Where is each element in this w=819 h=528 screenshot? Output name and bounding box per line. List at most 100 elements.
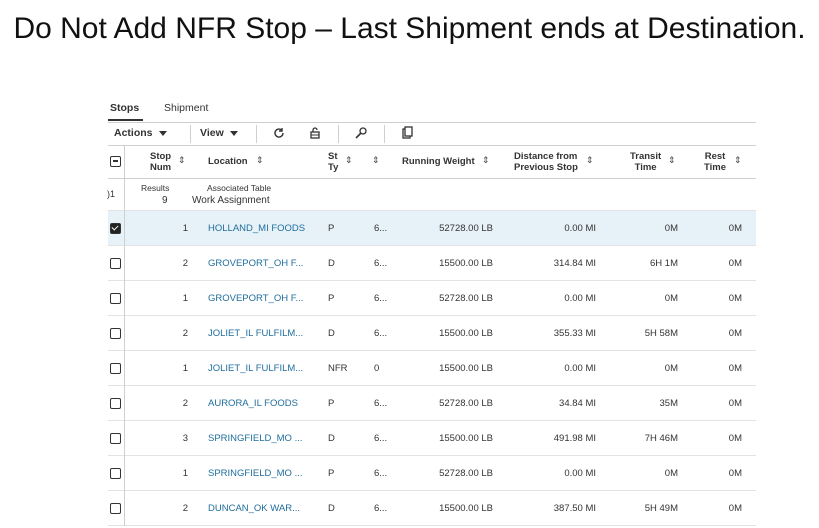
cell-stop-type: D [328,503,335,514]
sort-icon[interactable]: ⇕ [668,155,676,165]
row-checkbox[interactable] [110,328,121,339]
cell-location[interactable]: JOLIET_IL FULFILM... [208,328,304,339]
cell-stop-num: 2 [182,328,188,339]
table-body: 1 HOLLAND_MI FOODS P 6... 52728.00 LB 0.00 MI… [108,211,756,526]
table-row[interactable]: 2 DUNCAN_OK WAR... D 6... 15500.00 LB 387.50 … [108,491,756,526]
table-row[interactable]: 2 AURORA_IL FOODS P 6... 52728.00 LB 34.84 MI… [108,386,756,421]
cell-distance: 34.84 MI [559,398,596,409]
col-distance-line2: Previous Stop [514,162,578,173]
col-stop-type[interactable]: St Ty [328,151,338,173]
cell-rest-time: 0M [728,293,742,304]
sort-icon[interactable]: ⇕ [178,155,186,165]
cell-distance: 0.00 MI [564,293,596,304]
col-stop-num-line2: Num [150,162,172,173]
stops-panel: Stops Shipment Actions View Stop N [107,96,756,528]
cell-extra: 6... [374,293,388,304]
cell-location[interactable]: SPRINGFIELD_MO ... [208,468,303,479]
cell-location[interactable]: HOLLAND_MI FOODS [208,223,306,234]
table-row[interactable]: 1 SPRINGFIELD_MO ... P 6... 52728.00 LB 0.00 … [108,456,756,491]
cell-extra: 6... [374,258,388,269]
row-checkbox[interactable] [110,398,121,409]
toolbar-divider [384,125,385,143]
actions-menu-button[interactable]: Actions [114,127,167,139]
cell-rest-time: 0M [728,503,742,514]
row-checkbox[interactable] [110,363,121,374]
select-all-checkbox[interactable] [110,156,121,167]
sort-icon[interactable]: ⇕ [734,155,742,165]
row-checkbox[interactable] [110,503,121,514]
col-rest-time[interactable]: Rest Time [704,151,726,173]
actions-label: Actions [114,127,153,139]
table-row[interactable]: 3 SPRINGFIELD_MO ... D 6... 15500.00 LB 491.9… [108,421,756,456]
table-row[interactable]: 1 HOLLAND_MI FOODS P 6... 52728.00 LB 0.00 MI… [108,211,756,246]
table-row[interactable]: 1 JOLIET_IL FULFILM... NFR 0 15500.00 LB 0.00… [108,351,756,386]
cell-extra: 6... [374,223,388,234]
sort-icon[interactable]: ⇕ [345,155,353,165]
cell-rest-time: 0M [728,328,742,339]
table-row[interactable]: 2 GROVEPORT_OH F... D 6... 15500.00 LB 314.84… [108,246,756,281]
sort-icon[interactable]: ⇕ [482,155,490,165]
sort-icon[interactable]: ⇕ [372,155,380,165]
col-transit-line1: Transit [630,151,662,162]
col-stop-num-line1: Stop [150,151,172,162]
row-checkbox[interactable] [110,223,121,234]
cell-rest-time: 0M [728,363,742,374]
cell-distance: 387.50 MI [553,503,596,514]
cell-stop-type: NFR [328,363,348,374]
cell-stop-type: D [328,433,335,444]
col-transit-time[interactable]: Transit Time [630,151,661,173]
cell-location[interactable]: DUNCAN_OK WAR... [208,503,301,514]
tab-stops[interactable]: Stops [107,102,144,121]
col-running-weight[interactable]: Running Weight [402,156,475,167]
row-checkbox[interactable] [110,468,121,479]
cell-extra: 6... [374,433,388,444]
table-row[interactable]: 2 JOLIET_IL FULFILM... D 6... 15500.00 LB 355… [108,316,756,351]
associated-table-label: Associated Table [207,183,272,193]
refresh-icon[interactable] [272,126,286,140]
col-transit-line2: Time [634,162,657,173]
cell-location[interactable]: JOLIET_IL FULFILM... [208,363,304,374]
toolbar: Actions View [108,123,756,146]
cell-transit-time: 5H 49M [644,503,678,514]
cell-location[interactable]: SPRINGFIELD_MO ... [208,433,303,444]
results-summary-row: )1 Results 9 Associated Table Work Assig… [107,179,756,211]
cell-running-weight: 52728.00 LB [439,468,493,479]
cell-distance: 0.00 MI [564,468,596,479]
col-distance[interactable]: Distance from Previous Stop [514,151,578,173]
col-location[interactable]: Location [208,156,248,167]
view-menu-button[interactable]: View [200,127,238,139]
tab-shipment[interactable]: Shipment [164,102,209,114]
cell-location[interactable]: AURORA_IL FOODS [208,398,298,409]
unlock-icon[interactable] [308,126,322,140]
toolbar-divider [338,125,339,143]
col-stop-type-line2: Ty [328,162,339,173]
cell-rest-time: 0M [728,258,742,269]
cell-stop-num: 1 [182,223,188,234]
row-checkbox[interactable] [110,293,121,304]
export-icon[interactable] [400,126,414,140]
cell-distance: 0.00 MI [564,223,596,234]
col-stop-num[interactable]: Stop Num [150,151,171,173]
cell-stop-type: D [328,258,335,269]
sort-icon[interactable]: ⇕ [586,155,594,165]
chevron-down-icon [158,130,167,136]
cell-running-weight: 52728.00 LB [439,398,493,409]
cell-rest-time: 0M [728,223,742,234]
cell-stop-type: D [328,328,335,339]
row-checkbox[interactable] [110,258,121,269]
row-checkbox[interactable] [110,433,121,444]
cell-running-weight: 15500.00 LB [439,363,493,374]
cell-stop-num: 2 [182,398,188,409]
toolbar-divider [190,125,191,143]
cell-running-weight: 15500.00 LB [439,503,493,514]
wrench-icon[interactable] [354,126,368,140]
cell-location[interactable]: GROVEPORT_OH F... [208,293,304,304]
table-row[interactable]: 1 GROVEPORT_OH F... P 6... 52728.00 LB 0.00 M… [108,281,756,316]
cell-rest-time: 0M [728,468,742,479]
cell-running-weight: 15500.00 LB [439,433,493,444]
cell-stop-num: 1 [182,293,188,304]
sort-icon[interactable]: ⇕ [256,155,264,165]
cell-location[interactable]: GROVEPORT_OH F... [208,258,304,269]
col-stop-type-line1: St [328,151,338,162]
cell-transit-time: 5H 58M [644,328,678,339]
